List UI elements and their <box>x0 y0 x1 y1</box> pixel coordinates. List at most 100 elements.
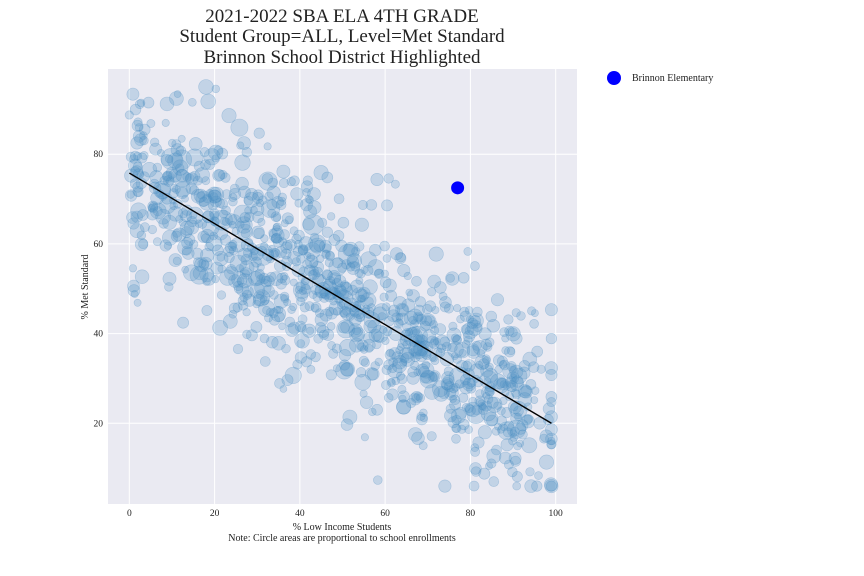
school-point <box>373 475 383 485</box>
school-point <box>507 327 518 338</box>
school-point <box>239 260 255 276</box>
school-point <box>235 264 244 273</box>
school-point <box>272 222 282 232</box>
school-point <box>324 258 334 268</box>
school-point <box>200 159 211 170</box>
school-point <box>221 205 231 216</box>
school-point <box>181 245 192 256</box>
school-point <box>506 346 516 356</box>
school-point <box>403 327 424 347</box>
school-point <box>451 423 461 433</box>
school-point <box>128 158 143 173</box>
school-point <box>398 394 407 403</box>
school-point <box>545 333 558 345</box>
school-point <box>381 302 391 312</box>
school-point <box>152 206 163 217</box>
school-point <box>286 177 296 187</box>
school-point <box>124 110 134 120</box>
school-point <box>270 248 280 258</box>
school-point <box>439 296 452 309</box>
school-point <box>147 200 159 212</box>
school-point <box>325 307 338 320</box>
school-point <box>197 258 207 268</box>
school-point <box>271 225 283 237</box>
school-point <box>356 313 365 322</box>
school-point <box>357 286 371 300</box>
school-point <box>307 187 321 201</box>
school-point <box>347 284 358 296</box>
highlight-point-brinnon <box>451 181 465 195</box>
school-point <box>458 418 470 431</box>
school-point <box>300 198 313 212</box>
school-point <box>388 357 398 368</box>
school-point <box>162 214 177 230</box>
school-point <box>183 264 200 282</box>
school-point <box>348 313 362 327</box>
school-point <box>491 426 501 436</box>
school-point <box>362 304 371 313</box>
school-point <box>158 218 169 229</box>
school-point <box>464 425 473 434</box>
school-point <box>280 275 291 286</box>
school-point <box>342 409 358 425</box>
school-point <box>431 306 440 315</box>
school-point <box>426 431 437 442</box>
school-point <box>339 305 351 318</box>
school-point <box>326 321 336 331</box>
school-point <box>200 259 210 269</box>
school-point <box>199 195 215 211</box>
school-point <box>397 338 408 349</box>
school-point <box>126 190 135 199</box>
school-point <box>502 427 513 438</box>
school-point <box>544 479 559 494</box>
school-point <box>257 218 266 227</box>
school-point <box>509 426 520 437</box>
school-point <box>288 175 300 187</box>
school-point <box>306 364 316 374</box>
school-point <box>223 252 235 264</box>
school-point <box>309 237 326 254</box>
school-point <box>475 360 484 369</box>
school-point <box>395 312 404 321</box>
school-point <box>498 451 512 465</box>
school-point <box>271 233 283 244</box>
school-point <box>235 176 249 191</box>
school-point <box>415 363 430 378</box>
school-point <box>460 324 471 335</box>
school-point <box>290 187 304 201</box>
school-point <box>291 263 305 277</box>
school-point <box>480 400 492 412</box>
school-point <box>419 413 428 422</box>
school-point <box>197 191 205 200</box>
school-point <box>472 322 482 332</box>
school-point <box>406 398 417 409</box>
school-point <box>297 323 307 333</box>
school-point <box>167 206 184 222</box>
school-point <box>125 151 136 162</box>
school-point <box>481 354 491 364</box>
school-point <box>464 404 476 417</box>
school-point <box>533 416 547 430</box>
school-point <box>180 226 193 238</box>
school-point <box>198 79 214 95</box>
school-point <box>294 198 304 208</box>
school-point <box>124 168 139 183</box>
school-point <box>150 191 164 205</box>
school-point <box>159 239 172 252</box>
school-point <box>479 403 487 411</box>
school-point <box>345 312 355 322</box>
school-point <box>188 98 197 107</box>
school-point <box>189 239 199 249</box>
school-point <box>410 391 423 404</box>
school-point <box>162 170 175 183</box>
school-point <box>308 268 320 280</box>
school-point <box>497 421 516 440</box>
school-point <box>390 247 404 261</box>
school-point <box>351 287 368 303</box>
school-point <box>507 466 518 478</box>
school-point <box>373 331 385 343</box>
school-point <box>162 171 173 182</box>
school-point <box>539 429 553 443</box>
school-point <box>147 204 156 213</box>
school-point <box>260 296 270 306</box>
